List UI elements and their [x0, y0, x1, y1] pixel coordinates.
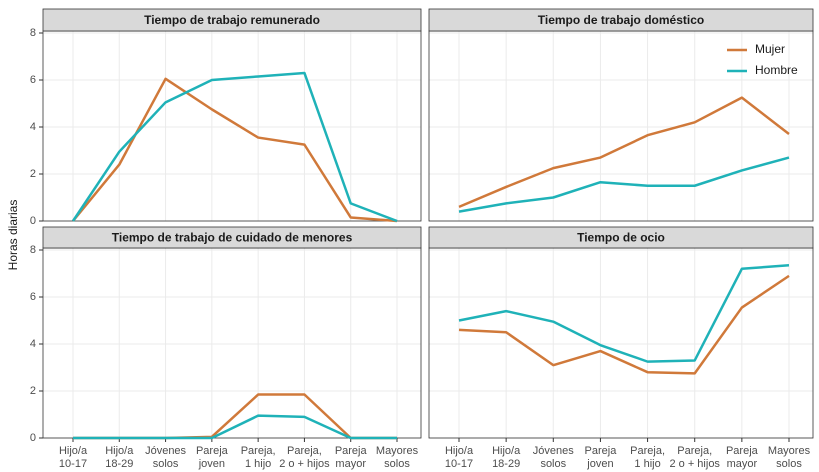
x-tick-label-line: Pareja	[585, 445, 618, 457]
x-tick-label: Jóvenes solos	[145, 445, 186, 470]
strip	[42, 226, 422, 249]
strip	[42, 8, 422, 32]
x-tick-label: Pareja joven	[196, 445, 229, 470]
x-tick-label-line: Mayores	[376, 445, 419, 457]
x-tick-label-line: Pareja,	[287, 445, 322, 457]
x-tick-label: Pareja mayor	[335, 445, 368, 470]
x-tick-label-line: 18-29	[105, 458, 133, 470]
x-tick-label-line: Hijo/a	[445, 445, 474, 457]
line	[458, 264, 790, 363]
x-tick-label-line: 2 o + hijos	[279, 458, 330, 470]
line	[458, 96, 790, 209]
x-tick-label: Pareja, 2 o + hijos	[669, 445, 720, 470]
x-tick-label-line: Pareja,	[241, 445, 276, 457]
x-tick-label-line: solos	[153, 458, 179, 470]
panel-title: Tiempo de trabajo doméstico	[538, 13, 704, 27]
x-tick-label-line: Mayores	[768, 445, 811, 457]
x-tick-label-line: solos	[776, 458, 802, 470]
x-tick-label: Pareja joven	[585, 445, 618, 470]
x-tick-label-line: Jóvenes	[145, 445, 186, 457]
panel-title: Tiempo de trabajo remunerado	[144, 13, 320, 27]
x-tick-label: Hijo/a 18-29	[492, 445, 521, 470]
x-tick-label-line: Pareja,	[630, 445, 665, 457]
panel-title: Tiempo de ocio	[577, 231, 665, 245]
panel-background	[43, 31, 421, 221]
line	[71, 71, 398, 223]
x-tick-label: Mayores solos	[376, 445, 419, 470]
x-tick-label: Pareja mayor	[726, 445, 759, 470]
x-tick-label-line: Pareja,	[677, 445, 712, 457]
y-tick-label: 4	[30, 121, 36, 133]
panel-background	[429, 248, 813, 438]
legend-label: Mujer	[755, 42, 785, 56]
x-tick-label-line: mayor	[335, 458, 366, 470]
x-tick-label: Pareja, 1 hijo	[630, 445, 665, 470]
x-tick-label-line: 2 o + hijos	[669, 458, 720, 470]
x-tick-label-line: joven	[586, 458, 613, 470]
y-tick-label: 0	[30, 215, 36, 227]
x-tick-label-line: joven	[198, 458, 225, 470]
line	[72, 77, 398, 223]
x-tick-label-line: Pareja	[196, 445, 229, 457]
y-tick-label: 6	[30, 291, 36, 303]
y-tick-label: 8	[30, 27, 36, 39]
y-tick-label: 6	[30, 74, 36, 86]
legend-label: Hombre	[755, 63, 798, 77]
x-tick-label: Hijo/a 10-17	[59, 445, 88, 470]
x-tick-label-line: Hijo/a	[105, 445, 134, 457]
strip	[428, 8, 814, 32]
x-tick-label: Hijo/a 18-29	[105, 445, 134, 470]
x-tick-label-line: 1 hijo	[634, 458, 660, 470]
strip	[428, 226, 814, 249]
x-tick-label-line: Hijo/a	[59, 445, 88, 457]
x-tick-label-line: 1 hijo	[245, 458, 271, 470]
y-tick-label: 4	[30, 338, 36, 350]
x-tick-label-line: 10-17	[59, 458, 87, 470]
y-tick-label: 2	[30, 168, 36, 180]
panel-background	[429, 31, 813, 221]
x-tick-label-line: 18-29	[492, 458, 520, 470]
y-tick-label: 2	[30, 385, 36, 397]
x-tick-label: Hijo/a 10-17	[445, 445, 474, 470]
x-tick-label-line: solos	[384, 458, 410, 470]
x-tick-label-line: Pareja	[726, 445, 759, 457]
line	[73, 414, 397, 440]
x-tick-label: Jóvenes solos	[533, 445, 574, 470]
x-tick-label: Mayores solos	[768, 445, 811, 470]
x-tick-label-line: Pareja	[335, 445, 368, 457]
y-axis-title: Horas diarias	[6, 200, 20, 271]
x-tick-label: Pareja, 1 hijo	[241, 445, 276, 470]
x-tick-label-line: Jóvenes	[533, 445, 574, 457]
line	[458, 156, 790, 213]
x-tick-label-line: solos	[540, 458, 566, 470]
x-tick-label: Pareja, 2 o + hijos	[279, 445, 330, 470]
x-tick-label-line: Hijo/a	[492, 445, 521, 457]
panel-background	[43, 248, 421, 438]
x-tick-label-line: mayor	[727, 458, 758, 470]
x-tick-label-line: 10-17	[445, 458, 473, 470]
line	[458, 274, 790, 375]
panel-title: Tiempo de trabajo de cuidado de menores	[112, 231, 353, 245]
y-tick-label: 0	[30, 432, 36, 444]
y-tick-label: 8	[30, 244, 36, 256]
